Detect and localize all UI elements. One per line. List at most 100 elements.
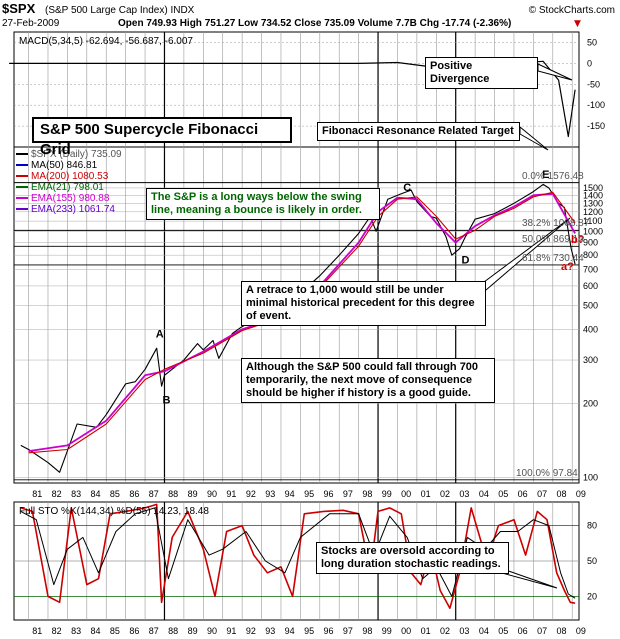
x-tick-label: 89 [188,626,198,636]
x-tick-label: 82 [52,626,62,636]
wave-label: C [403,182,411,194]
note-fib-target: Fibonacci Resonance Related Target [317,122,520,141]
legend-swatch [16,197,28,200]
pointer-divergence [537,63,573,81]
legend-entry: EMA(155) 980.88 [16,193,122,204]
sto-label: Full STO %K(144,34) %D(55) 14.23, 18.48 [19,506,209,517]
macd-y-tick: 0 [587,58,592,68]
note-positive-divergence: Positive Divergence [425,57,538,89]
legend-swatch [16,186,28,189]
price-y-tick: 700 [583,264,598,274]
x-tick-label: 07 [537,626,547,636]
quote-line: Open 749.93 High 751.27 Low 734.52 Close… [118,18,511,29]
chart-title: S&P 500 Supercycle Fibonacci Grid [32,117,292,158]
price-series-0 [20,183,576,473]
macd-label: MACD(5,34,5) -62.694, -56.687, -6.007 [19,36,193,47]
x-tick-label: 84 [91,489,101,499]
x-tick-label: 89 [188,489,198,499]
axes: 81 81 82 82 83 83 84 84 85 85 86 86 87 87 88 88 89 89 90 90… [32,37,605,636]
sto-d-line [20,507,576,599]
macd-y-tick: -50 [587,79,600,89]
price-y-tick: 1200 [583,207,603,217]
x-tick-label: 94 [285,626,295,636]
legend-entry: $SPX (Daily) 735.09 [16,149,122,160]
x-tick-label: 91 [226,626,236,636]
x-tick-label: 87 [149,489,159,499]
legend: $SPX (Daily) 735.09 MA(50) 846.81 MA(200… [16,149,122,215]
price-y-tick: 300 [583,355,598,365]
x-tick-label: 81 [32,626,42,636]
price-y-tick: 1000 [583,226,603,236]
x-tick-label: 96 [324,626,334,636]
x-tick-label: 07 [537,489,547,499]
x-tick-label: 06 [518,489,528,499]
legend-entry: MA(200) 1080.53 [16,171,122,182]
x-tick-label: 95 [304,489,314,499]
source-credit: © StockCharts.com [529,5,615,16]
x-tick-label: 88 [168,626,178,636]
fibonacci-lines [14,182,579,481]
price-y-tick: 400 [583,324,598,334]
x-tick-label: 01 [421,489,431,499]
x-tick-label: 04 [479,626,489,636]
x-tick-label: 09 [576,626,586,636]
x-tick-label: 02 [440,489,450,499]
legend-swatch [16,175,28,178]
x-tick-label: 08 [556,626,566,636]
x-tick-label: 90 [207,489,217,499]
x-tick-label: 95 [304,626,314,636]
wave-label: D [462,255,470,267]
x-tick-label: 06 [518,626,528,636]
x-tick-label: 01 [421,626,431,636]
wave-label: E [542,169,549,181]
legend-swatch [16,208,28,211]
target-label-a: a? [561,261,574,273]
x-tick-label: 93 [265,626,275,636]
sto-y-tick: 20 [587,591,597,601]
x-tick-label: 82 [52,489,62,499]
pointer-fib-target [519,125,549,151]
price-y-tick: 1300 [583,198,603,208]
x-tick-label: 09 [576,489,586,499]
x-tick-label: 83 [71,489,81,499]
index-name: (S&P 500 Large Cap Index) INDX [45,5,195,16]
note-swing-line: The S&P is a long ways below the swing l… [146,188,380,220]
x-tick-label: 05 [498,489,508,499]
x-tick-label: 85 [110,626,120,636]
price-y-tick: 600 [583,281,598,291]
x-tick-label: 98 [362,489,372,499]
x-tick-label: 86 [129,626,139,636]
note-oversold: Stocks are oversold according to long du… [316,542,509,574]
x-tick-label: 00 [401,489,411,499]
x-tick-label: 90 [207,626,217,636]
legend-swatch [16,153,28,156]
x-tick-label: 08 [556,489,566,499]
x-tick-label: 88 [168,489,178,499]
x-tick-label: 97 [343,626,353,636]
target-label-b: b? [571,234,585,246]
x-tick-label: 05 [498,626,508,636]
price-y-tick: 900 [583,238,598,248]
x-tick-label: 92 [246,626,256,636]
x-tick-label: 93 [265,489,275,499]
price-y-tick: 200 [583,398,598,408]
x-tick-label: 96 [324,489,334,499]
x-tick-label: 92 [246,489,256,499]
x-tick-label: 81 [32,489,42,499]
x-tick-label: 99 [382,626,392,636]
wave-label: A [156,329,164,341]
price-y-tick: 1100 [583,216,602,226]
x-tick-label: 02 [440,626,450,636]
macd-y-tick: 50 [587,37,597,47]
price-y-tick: 100 [583,473,598,483]
x-tick-label: 97 [343,489,353,499]
x-tick-label: 03 [459,489,469,499]
x-tick-label: 84 [91,626,101,636]
x-tick-label: 85 [110,489,120,499]
price-y-tick: 1500 [583,183,603,193]
symbol: $SPX [2,1,36,16]
wave-labels: A B C D E [156,169,550,407]
x-tick-label: 87 [149,626,159,636]
x-tick-label: 86 [129,489,139,499]
legend-entry: EMA(233) 1061.74 [16,204,122,215]
